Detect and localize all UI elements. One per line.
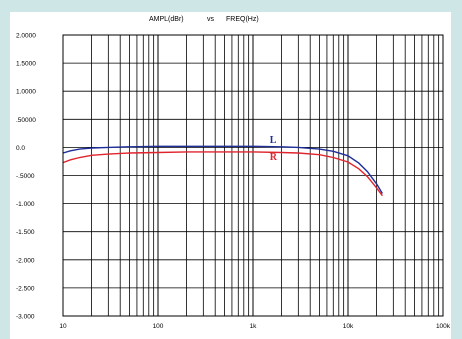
chart-title-freq: FREQ(Hz) xyxy=(226,16,259,23)
y-tick-label: 1.0000 xyxy=(16,89,36,96)
series-label-r: R xyxy=(270,152,278,163)
x-tick-label: 10k xyxy=(343,323,354,330)
y-tick-label: -2.500 xyxy=(16,285,35,292)
x-tick-label: 10 xyxy=(59,323,67,330)
plot-border xyxy=(62,34,444,317)
y-tick-label: -2.000 xyxy=(16,257,35,264)
y-tick-label: -.5000 xyxy=(16,173,35,180)
y-tick-label: .50000 xyxy=(16,117,36,124)
series-line-r xyxy=(62,151,383,197)
grid xyxy=(62,34,443,317)
y-tick-label: 2.0000 xyxy=(16,33,36,40)
y-tick-label: -1.000 xyxy=(16,201,35,208)
x-tick-label: 1k xyxy=(250,323,258,330)
y-tick-label: 0.0 xyxy=(16,145,25,152)
chart-panel: AMPL(dBr) vs FREQ(Hz) 2.0000 1.5000 1.0000… xyxy=(10,12,451,339)
chart-title-vs: vs xyxy=(207,16,215,23)
chart-title-ampl: AMPL(dBr) xyxy=(149,16,184,23)
series-line-l xyxy=(62,145,383,194)
y-tick-labels: 2.0000 1.5000 1.0000 .50000 0.0 -.5000 -1.000 -… xyxy=(16,33,36,321)
x-tick-label: 100k xyxy=(436,323,451,330)
x-tick-labels: 10 100 1k 10k 100k xyxy=(59,323,450,330)
y-tick-label: -1.500 xyxy=(16,229,35,236)
y-tick-label: -3.000 xyxy=(16,314,35,321)
x-tick-label: 100 xyxy=(153,323,164,330)
series-label-l: L xyxy=(270,135,277,146)
y-tick-label: 1.5000 xyxy=(16,61,36,68)
series-lines: LR xyxy=(62,135,383,197)
frequency-response-chart: AMPL(dBr) vs FREQ(Hz) 2.0000 1.5000 1.0000… xyxy=(16,16,451,330)
